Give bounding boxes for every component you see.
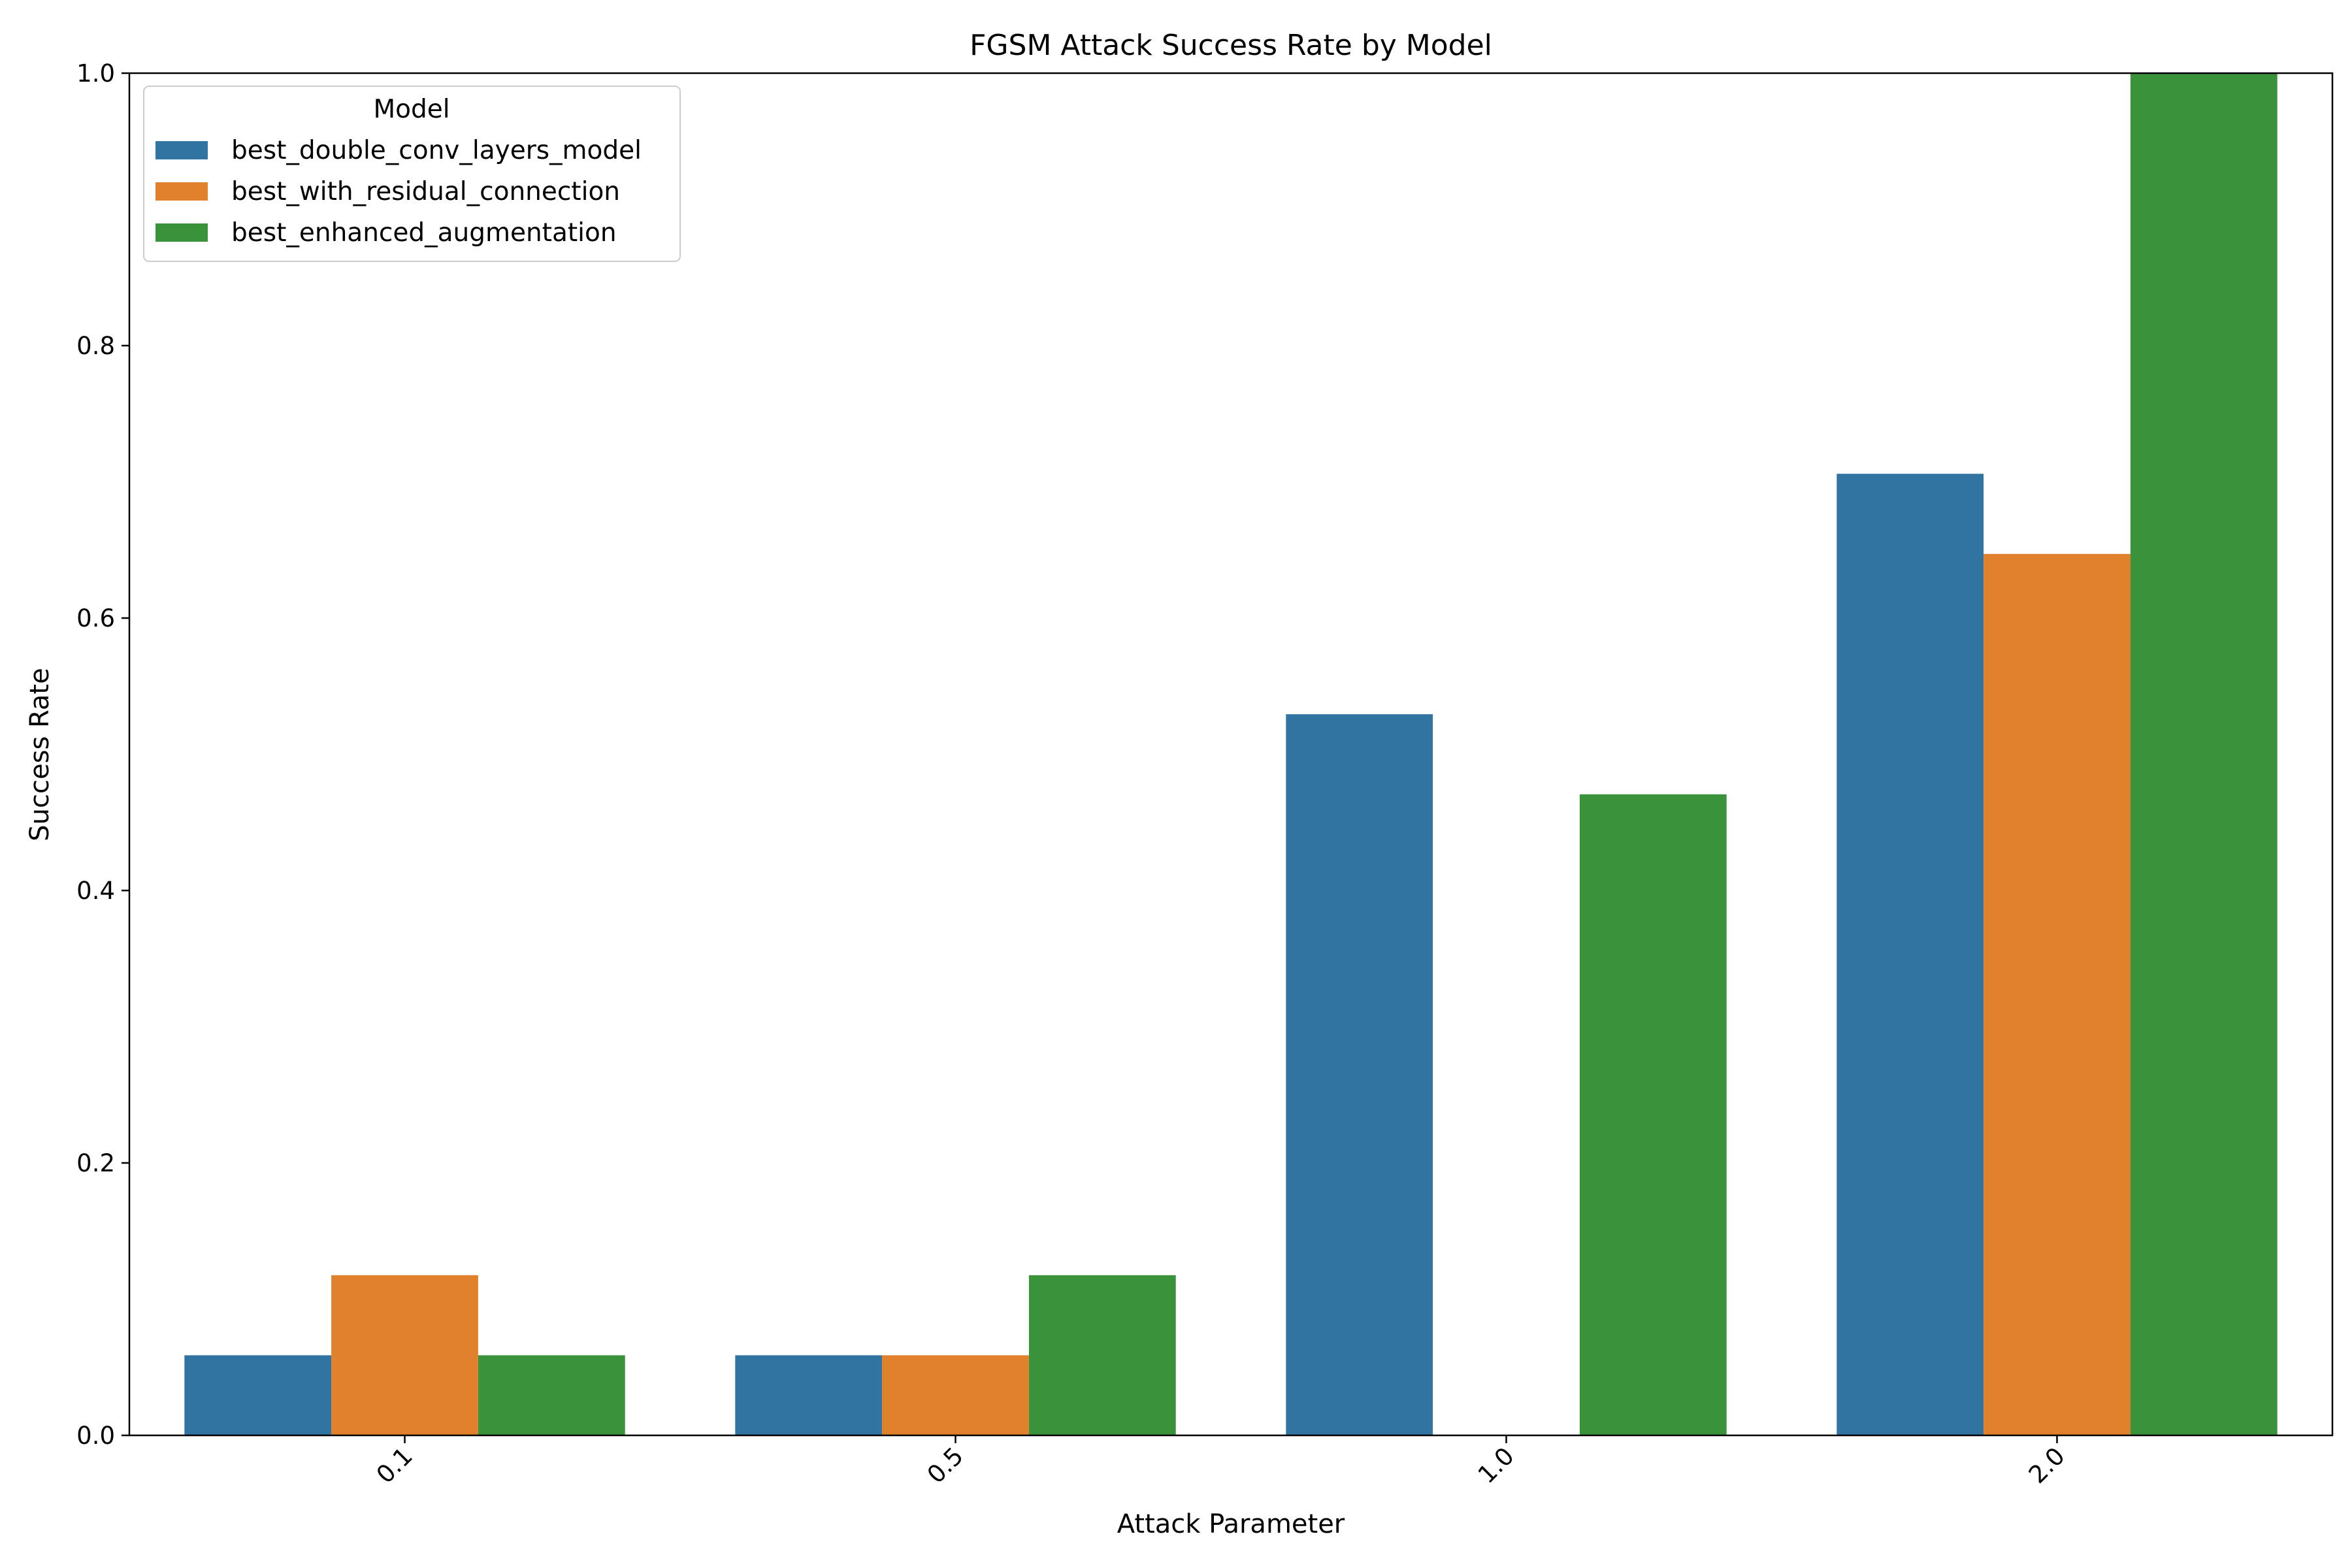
y-tick-label: 1.0 [76, 59, 115, 88]
bar-best_enhanced_augmentation-0.5 [1028, 1275, 1176, 1435]
y-tick-label: 0.2 [76, 1149, 115, 1177]
bars-group [184, 73, 2278, 1435]
legend-items: best_double_conv_layers_model best_with_r… [155, 136, 642, 248]
y-tick-label: 0.8 [76, 332, 115, 360]
y-axis-label: Success Rate [25, 668, 55, 841]
bar-best_enhanced_augmentation-0.1 [478, 1355, 625, 1435]
bar-best_enhanced_augmentation-1.0 [1579, 794, 1727, 1435]
legend-swatch [155, 182, 208, 201]
y-tick-label: 0.6 [76, 604, 115, 632]
y-axis-ticks: 0.0 0.2 0.4 0.6 0.8 1.0 [76, 59, 129, 1450]
bar-best_double_conv_layers_model-0.5 [735, 1355, 883, 1435]
bar-best_with_residual_connection-2.0 [1984, 553, 2131, 1435]
bar-best_double_conv_layers_model-2.0 [1837, 474, 1984, 1435]
bar-best_with_residual_connection-0.1 [331, 1275, 478, 1435]
y-tick-label: 0.0 [76, 1422, 115, 1450]
legend: Model best_double_conv_layers_modelbest_… [143, 86, 681, 262]
legend-label: best_enhanced_augmentation [231, 218, 617, 248]
legend-swatch [155, 223, 208, 242]
legend-label: best_double_conv_layers_model [231, 136, 642, 165]
bar-best_with_residual_connection-0.5 [882, 1355, 1029, 1435]
chart-title: FGSM Attack Success Rate by Model [970, 29, 1492, 62]
x-axis-label: Attack Parameter [1117, 1509, 1345, 1539]
bar-best_double_conv_layers_model-0.1 [184, 1355, 332, 1435]
bar-best_double_conv_layers_model-1.0 [1286, 714, 1433, 1435]
y-tick-label: 0.4 [76, 877, 115, 905]
plot-frame [128, 72, 2334, 1437]
legend-frame [143, 86, 681, 262]
legend-label: best_with_residual_connection [231, 177, 620, 206]
legend-title: Model [373, 95, 449, 124]
legend-swatch [155, 141, 208, 159]
bar-best_enhanced_augmentation-2.0 [2130, 73, 2278, 1435]
